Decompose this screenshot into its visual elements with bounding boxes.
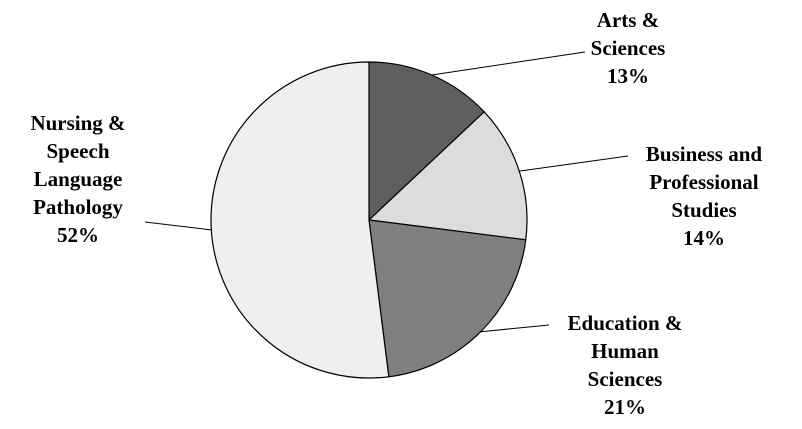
slice-category-label: Business and	[646, 142, 762, 166]
labels-layer: Arts & Sciences 13% Business and Professiona…	[30, 8, 762, 419]
leader-line	[519, 155, 629, 172]
slice-value-label: 14%	[683, 226, 725, 250]
slice-category-label: Nursing &	[30, 111, 125, 135]
pie-slice	[368, 219, 527, 378]
slice-category-label: Sciences	[588, 367, 663, 391]
leader-line	[431, 51, 586, 76]
slice-value-label: 52%	[57, 223, 99, 247]
pie-slice	[367, 110, 528, 241]
slice-value-label: 13%	[607, 64, 649, 88]
slice-category-label: Language	[34, 167, 123, 191]
slice-category-label: Speech	[47, 139, 110, 163]
slice-category-label: Arts &	[597, 8, 659, 32]
leader-line	[480, 324, 550, 333]
leader-lines-layer	[144, 51, 629, 333]
leader-line	[144, 221, 212, 231]
slice-category-label: Professional	[649, 170, 758, 194]
slice-category-label: Human	[591, 339, 659, 363]
slice-category-label: Studies	[671, 198, 736, 222]
pie-slice	[210, 61, 390, 379]
pie-slice	[368, 61, 486, 222]
slice-category-label: Sciences	[591, 36, 666, 60]
slices-layer	[210, 61, 528, 379]
slice-category-label: Pathology	[33, 195, 123, 219]
slice-value-label: 21%	[604, 395, 646, 419]
slice-category-label: Education &	[568, 311, 683, 335]
